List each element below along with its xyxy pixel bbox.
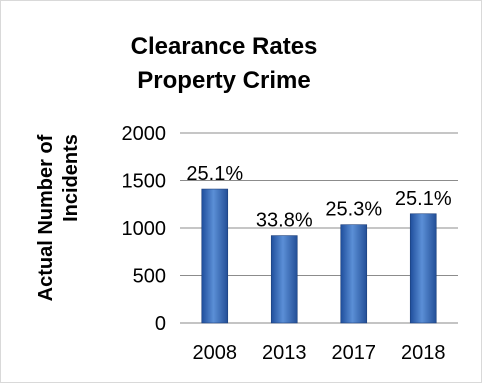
data-label: 33.8% xyxy=(256,210,313,232)
data-labels: 25.1% 33.8% 25.3% 25.1% xyxy=(186,163,451,232)
data-label: 25.1% xyxy=(186,163,243,185)
bar xyxy=(270,235,298,324)
x-tick-labels: 2008 2013 2017 2018 xyxy=(193,342,446,364)
data-label: 25.1% xyxy=(395,188,452,210)
y-axis-title-line-2: Incidents xyxy=(60,134,82,222)
chart-title-line-2: Property Crime xyxy=(137,67,311,94)
x-tick-label: 2013 xyxy=(262,342,307,364)
y-tick-label: 0 xyxy=(155,313,166,335)
y-axis-title: Actual Number of Incidents xyxy=(35,134,82,301)
y-tick-label: 1500 xyxy=(122,171,167,193)
chart-title-line-1: Clearance Rates xyxy=(130,33,318,60)
y-tick-labels: 0 500 1000 1500 2000 xyxy=(122,123,167,335)
chart-title: Clearance Rates Property Crime xyxy=(96,30,352,98)
bar xyxy=(201,188,229,324)
y-tick-label: 1000 xyxy=(122,218,167,240)
data-label: 25.3% xyxy=(325,199,382,221)
bar xyxy=(409,213,437,324)
y-tick-label: 2000 xyxy=(122,123,167,145)
y-axis-title-line-1: Actual Number of xyxy=(35,134,57,301)
x-tick-label: 2008 xyxy=(193,342,238,364)
bars xyxy=(201,188,437,324)
x-tick-label: 2018 xyxy=(401,342,446,364)
bar xyxy=(340,224,368,324)
y-tick-label: 500 xyxy=(133,266,166,288)
x-tick-label: 2017 xyxy=(332,342,377,364)
